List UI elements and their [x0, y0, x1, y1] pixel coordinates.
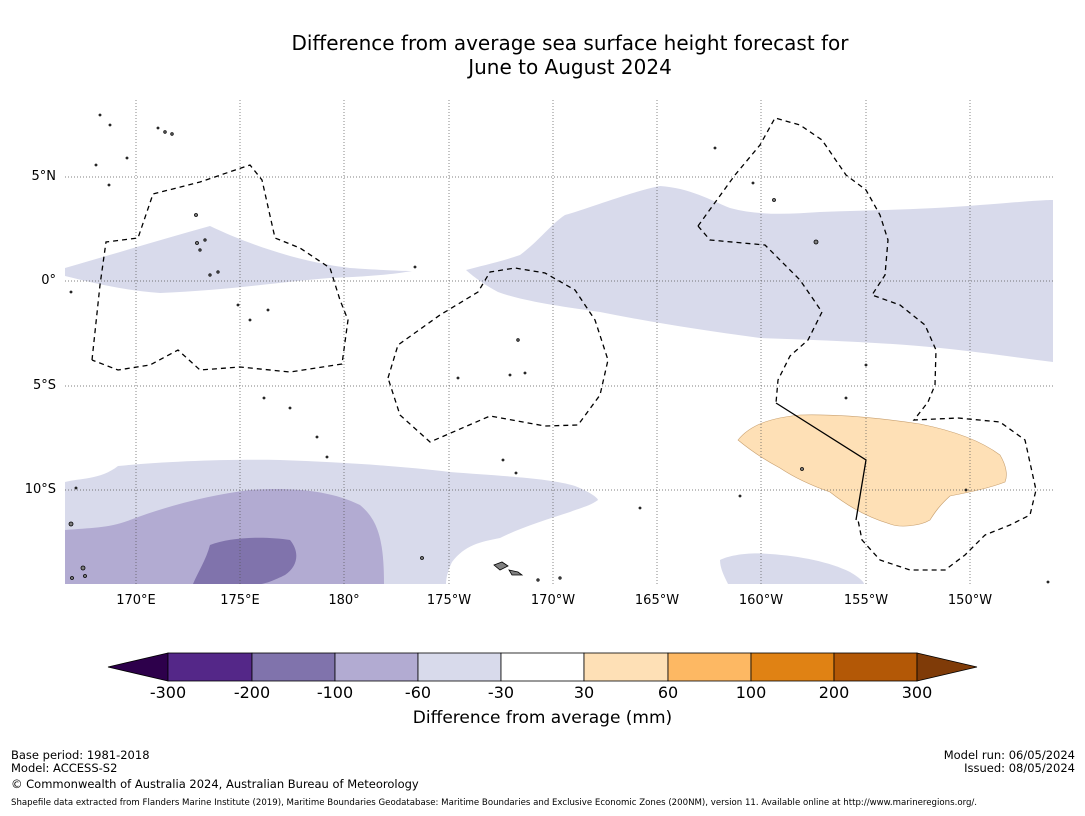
anomaly-region-positive-east	[737, 414, 1007, 527]
colorbar-tick-label: 100	[735, 683, 767, 702]
lon-label-175w: 175°W	[426, 593, 472, 608]
anomaly-region-south-west-moderate	[65, 488, 384, 584]
colorbar-tick-label: 60	[657, 683, 679, 702]
map-area	[65, 100, 1053, 584]
lat-label-equator: 0°	[41, 273, 56, 288]
colorbar-tick-label: -100	[316, 683, 354, 702]
colorbar-bin-4	[417, 652, 502, 682]
footer-shapefile-note: Shapefile data extracted from Flanders M…	[11, 798, 978, 808]
anomaly-region-south-centre	[720, 553, 864, 584]
colorbar-tick-label: -30	[487, 683, 515, 702]
colorbar-bin-2	[251, 652, 336, 682]
lat-label-5n: 5°N	[31, 169, 57, 184]
maritime-boundary-solid	[775, 402, 867, 521]
anomaly-region-north-west	[65, 226, 412, 293]
colorbar-bin-7	[667, 652, 752, 682]
lon-label-160w: 160°W	[738, 593, 784, 608]
colorbar-bin-6	[583, 652, 669, 682]
footer-copyright: © Commonwealth of Australia 2024, Austra…	[11, 777, 419, 791]
colorbar-tick-label: -300	[149, 683, 187, 702]
colorbar-tick-label: 200	[818, 683, 850, 702]
island-samoa-tutuila	[508, 569, 524, 576]
anomaly-region-north-east	[466, 186, 1053, 362]
lon-label-155w: 155°W	[843, 593, 889, 608]
footer-issued: Issued: 08/05/2024	[964, 761, 1075, 775]
eez-boundary-kiribati-gilbert	[91, 164, 349, 373]
chart-title-line-1: Difference from average sea surface heig…	[291, 31, 849, 55]
footer-base-period: Base period: 1981-2018	[11, 748, 150, 762]
colorbar-bin-9	[833, 652, 918, 682]
lat-label-10s: 10°S	[24, 482, 56, 497]
island-samoa-upolu	[493, 561, 509, 571]
anomaly-region-south-west-strong	[193, 537, 297, 584]
lon-label-165w: 165°W	[634, 593, 680, 608]
chart-title-line-2: June to August 2024	[468, 55, 672, 79]
lat-label-5s: 5°S	[32, 378, 56, 393]
chart-title: Difference from average sea surface heig…	[0, 31, 1085, 79]
lon-label-150w: 150°W	[947, 593, 993, 608]
lon-label-180: 180°	[328, 593, 360, 608]
colorbar-extend-low	[107, 652, 169, 682]
colorbar-bin-1	[167, 652, 253, 682]
colorbar-bin-8	[750, 652, 835, 682]
lon-label-175e: 175°E	[220, 593, 260, 608]
eez-boundary-phoenix	[387, 267, 609, 443]
colorbar-tick-label: 30	[573, 683, 595, 702]
footer-model-run: Model run: 06/05/2024	[943, 748, 1075, 762]
eez-boundaries	[91, 117, 1037, 571]
colorbar-tick-label: -200	[233, 683, 271, 702]
eez-boundary-line-islands-west	[697, 225, 823, 404]
colorbar-tick-label: 300	[901, 683, 933, 702]
lon-label-170e: 170°E	[116, 593, 156, 608]
lon-label-170w: 170°W	[530, 593, 576, 608]
colorbar-extend-high	[916, 652, 978, 682]
colorbar-bin-5	[500, 652, 585, 682]
colorbar-title: Difference from average (mm)	[412, 708, 673, 728]
colorbar-tick-label: -60	[404, 683, 432, 702]
colorbar-bin-3	[334, 652, 419, 682]
colorbar	[107, 652, 978, 682]
footer-model: Model: ACCESS-S2	[11, 761, 118, 775]
eez-boundary-line-islands	[697, 117, 1037, 571]
islands	[68, 113, 1050, 584]
